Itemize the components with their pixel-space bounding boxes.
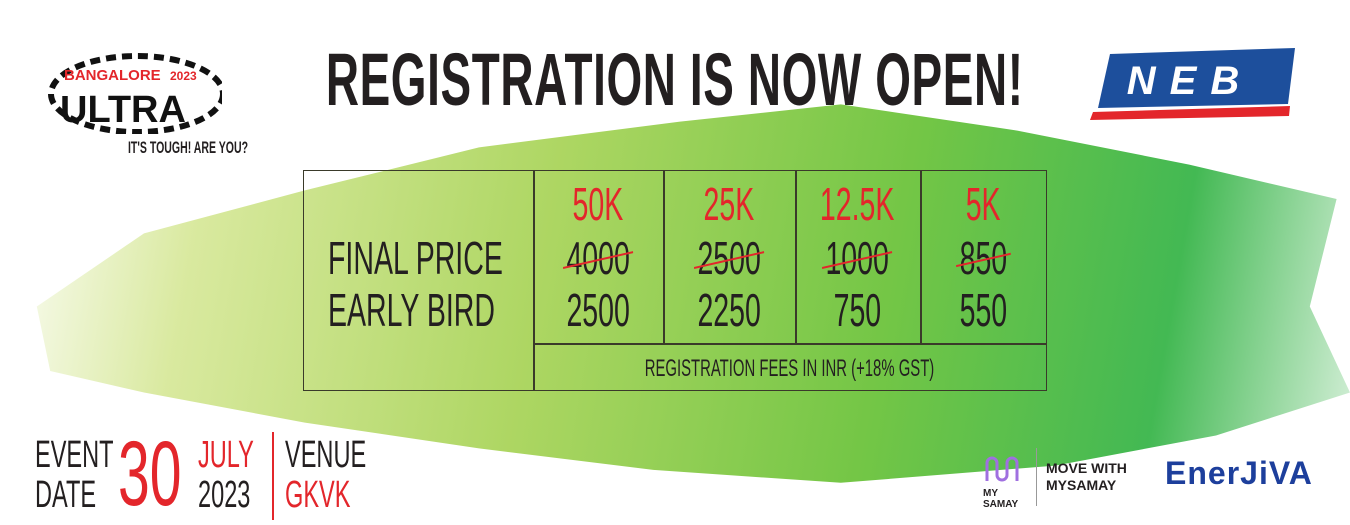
mysamay-logo: MY SAMAY [983, 455, 1033, 510]
mysamay-tagline: MOVE WITH MYSAMAY [1046, 460, 1127, 493]
final-price-12-5k: 1000 [825, 232, 890, 284]
early-bird-50k: 2500 [566, 284, 630, 336]
venue: VENUE GKVK [285, 434, 367, 516]
event-month-year: JULY 2023 [198, 434, 254, 516]
svg-text:NEB: NEB [1127, 59, 1253, 103]
event-day: 30 [118, 423, 182, 525]
fees-footnote: REGISTRATION FEES IN INR (+18% GST) [644, 355, 935, 382]
event-logo: BANGALORE 2023 ULTRA [42, 52, 226, 135]
final-price-label: FINAL PRICE [328, 232, 503, 284]
early-bird-label: EARLY BIRD [328, 284, 495, 336]
distance-12-5k: 12.5K [820, 178, 895, 230]
event-tagline: IT'S TOUGH! ARE YOU? [128, 138, 249, 157]
svg-text:2023: 2023 [170, 69, 197, 83]
distance-25k: 25K [703, 178, 755, 230]
divider [272, 432, 274, 520]
page-title: REGISTRATION IS NOW OPEN! [326, 38, 1024, 121]
neb-logo: NEB [1090, 48, 1295, 120]
event-date-label: EVENT DATE [35, 434, 114, 516]
distance-5k: 5K [965, 178, 1001, 230]
logo-divider [1036, 448, 1037, 506]
svg-text:ULTRA: ULTRA [60, 89, 186, 131]
final-price-50k: 4000 [566, 232, 630, 284]
enerjiva-logo: EnerJiVA [1165, 455, 1313, 491]
svg-text:BANGALORE: BANGALORE [64, 67, 161, 84]
early-bird-25k: 2250 [697, 284, 761, 336]
distance-50k: 50K [572, 178, 624, 230]
early-bird-12-5k: 750 [833, 284, 882, 336]
final-price-25k: 2500 [697, 232, 761, 284]
final-price-5k: 850 [959, 232, 1007, 284]
pricing-table: FINAL PRICE EARLY BIRD 50K 4000 2500 25K… [303, 170, 1047, 391]
early-bird-5k: 550 [959, 284, 1007, 336]
